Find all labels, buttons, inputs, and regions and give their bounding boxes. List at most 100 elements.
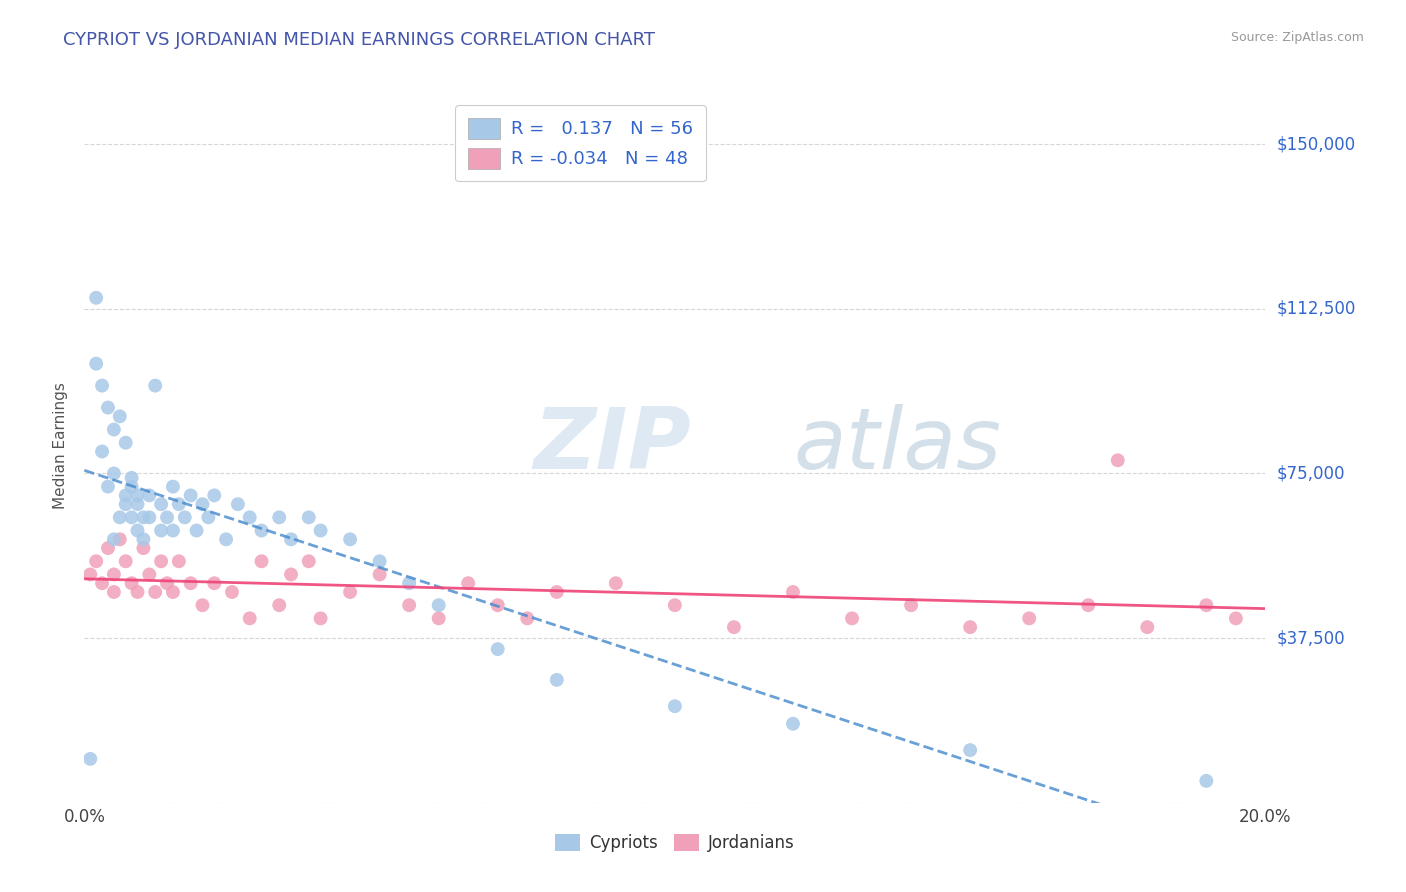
Point (132, 510, 155, 524)
Point (150, 497, 173, 511)
Point (1136, 620, 1159, 634)
Point (959, 743, 981, 757)
Point (127, 585, 149, 599)
Point (121, 576, 143, 591)
Point (114, 435, 136, 450)
Point (280, 567, 302, 582)
Point (664, 598, 686, 612)
Point (457, 576, 479, 591)
Point (1195, 598, 1218, 612)
Point (782, 585, 804, 599)
Point (150, 554, 173, 568)
Point (1077, 598, 1099, 612)
Point (121, 510, 143, 524)
Point (215, 533, 238, 547)
Point (605, 576, 627, 591)
Text: CYPRIOT VS JORDANIAN MEDIAN EARNINGS CORRELATION CHART: CYPRIOT VS JORDANIAN MEDIAN EARNINGS COR… (63, 31, 655, 49)
Point (103, 567, 125, 582)
Point (143, 585, 166, 599)
Point (84, 291, 107, 305)
Point (191, 598, 214, 612)
Point (1018, 611, 1040, 625)
Point (127, 524, 149, 538)
Point (298, 510, 321, 524)
Point (664, 699, 686, 714)
Point (368, 567, 391, 582)
Point (108, 533, 131, 547)
Point (84, 357, 107, 371)
Point (280, 533, 302, 547)
Point (427, 611, 450, 625)
Point (97, 541, 120, 555)
Point (339, 585, 361, 599)
Point (127, 497, 149, 511)
Point (841, 611, 863, 625)
Point (309, 524, 332, 538)
Point (1195, 773, 1218, 788)
Point (269, 598, 291, 612)
Text: $112,500: $112,500 (1277, 300, 1355, 318)
Point (239, 611, 262, 625)
Point (1107, 453, 1129, 467)
Point (138, 488, 160, 502)
Point (202, 576, 225, 591)
Point (103, 467, 125, 481)
Point (97, 401, 120, 415)
Text: $150,000: $150,000 (1277, 135, 1355, 153)
Point (132, 541, 155, 555)
Point (114, 488, 136, 502)
Point (339, 533, 361, 547)
Point (197, 510, 219, 524)
Point (84, 554, 107, 568)
Point (1225, 611, 1247, 625)
Point (309, 611, 332, 625)
Point (138, 567, 160, 582)
Point (138, 510, 160, 524)
Point (298, 554, 321, 568)
Y-axis label: Median Earnings: Median Earnings (53, 383, 69, 509)
Point (167, 554, 190, 568)
Point (959, 620, 981, 634)
Point (108, 510, 131, 524)
Point (156, 576, 179, 591)
Point (239, 510, 262, 524)
Point (91, 576, 114, 591)
Point (143, 378, 166, 392)
Point (97, 480, 120, 494)
Point (121, 480, 143, 494)
Point (114, 497, 136, 511)
Point (150, 524, 173, 538)
Point (186, 524, 208, 538)
Point (180, 488, 202, 502)
Point (156, 510, 179, 524)
Point (173, 510, 195, 524)
Point (546, 673, 568, 687)
Point (723, 620, 745, 634)
Point (427, 598, 450, 612)
Point (546, 585, 568, 599)
Point (91, 444, 114, 458)
Point (486, 642, 509, 657)
Point (250, 554, 273, 568)
Point (782, 716, 804, 731)
Point (79, 752, 101, 766)
Text: atlas: atlas (793, 404, 1001, 488)
Point (103, 533, 125, 547)
Point (162, 524, 184, 538)
Point (79, 567, 101, 582)
Point (191, 497, 214, 511)
Point (180, 576, 202, 591)
Point (486, 598, 509, 612)
Point (226, 497, 249, 511)
Legend: Cypriots, Jordanians: Cypriots, Jordanians (548, 827, 801, 859)
Point (108, 409, 131, 424)
Point (103, 585, 125, 599)
Point (162, 585, 184, 599)
Point (121, 471, 143, 485)
Point (398, 598, 420, 612)
Point (167, 497, 190, 511)
Text: Source: ZipAtlas.com: Source: ZipAtlas.com (1230, 31, 1364, 45)
Point (221, 585, 243, 599)
Point (162, 480, 184, 494)
Point (103, 423, 125, 437)
